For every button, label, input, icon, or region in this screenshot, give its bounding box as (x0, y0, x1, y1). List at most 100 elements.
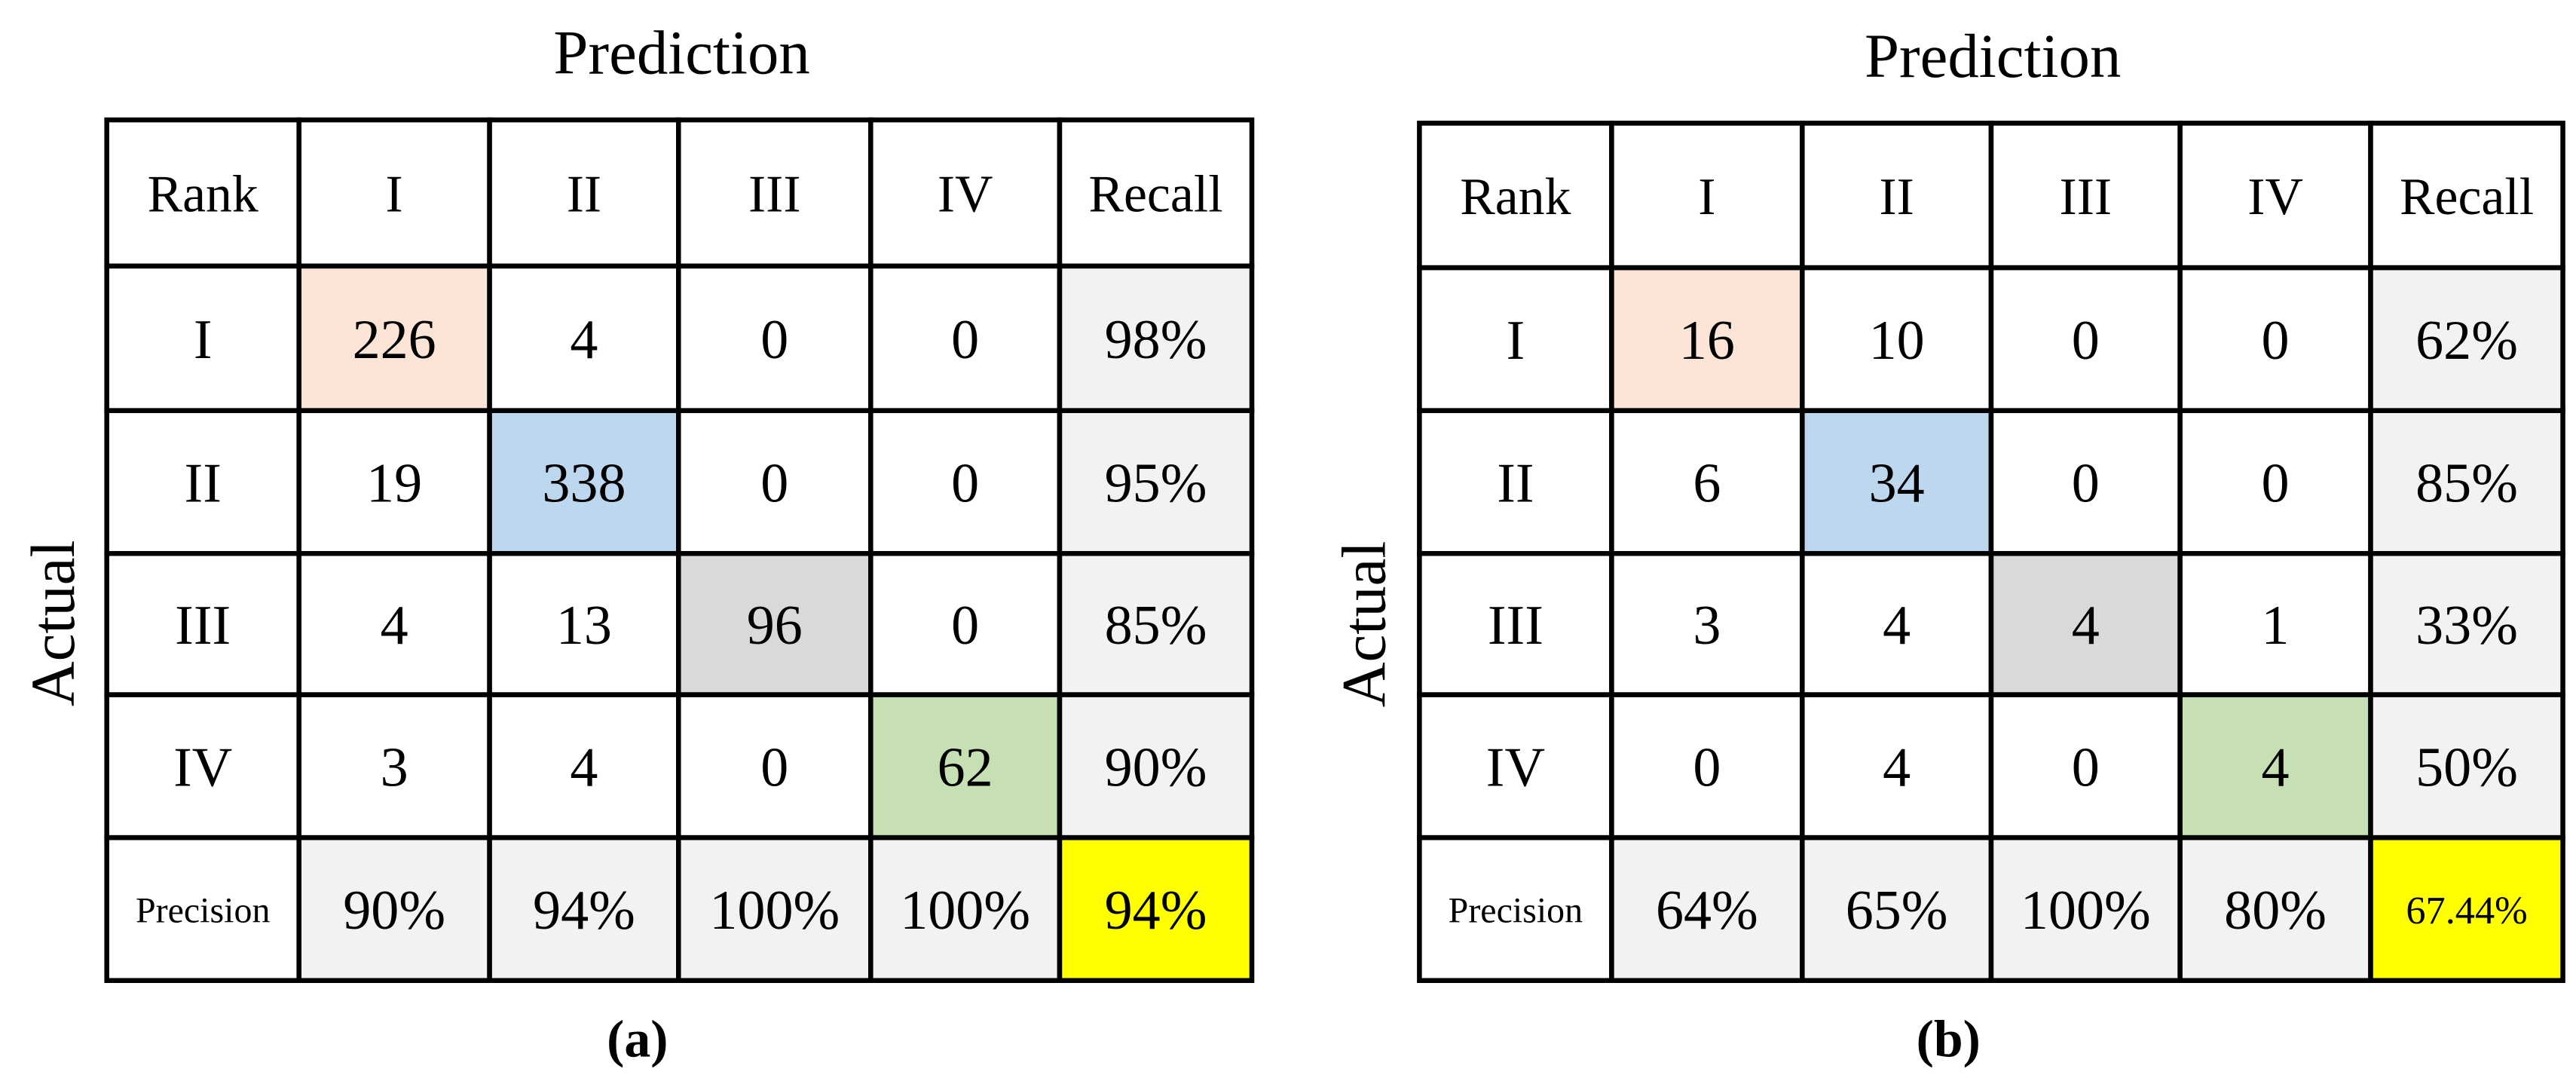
cell (2177, 550, 2373, 697)
cell-value: 0 (760, 309, 788, 371)
cell (296, 408, 492, 556)
cell (1417, 121, 1614, 271)
cell-value: 0 (2072, 453, 2100, 515)
cell-value: 65% (1846, 880, 1948, 942)
cell (1609, 834, 1805, 984)
cell (1057, 692, 1255, 841)
cell (2368, 692, 2565, 841)
cell (1800, 834, 1994, 984)
cell-value: 0 (1693, 737, 1721, 799)
cell-value: 0 (2072, 310, 2100, 372)
cell (676, 550, 873, 697)
cell-value: 16 (1679, 310, 1735, 372)
row-header: Precision (1449, 891, 1583, 931)
cell-value: 90% (1105, 737, 1207, 799)
cell-value: 94% (533, 880, 635, 942)
cell-value: 64% (1656, 880, 1758, 942)
cell (487, 550, 681, 697)
cell-value: 100% (709, 880, 840, 942)
column-header: II (567, 166, 601, 224)
cell (296, 263, 492, 413)
cell-value: 0 (951, 309, 979, 371)
cell-value: 62 (938, 737, 993, 799)
cell-value: 338 (542, 453, 626, 515)
row-header: II (185, 453, 222, 515)
cell (1057, 834, 1255, 984)
cell (1800, 265, 1994, 413)
cell (296, 117, 492, 269)
cell (1609, 408, 1805, 556)
cell-value: 4 (1883, 737, 1911, 799)
cell (676, 263, 873, 413)
row-header: IV (1486, 737, 1545, 799)
column-header: IV (2247, 168, 2303, 226)
cell (676, 408, 873, 556)
header: Prediction (1865, 21, 2121, 90)
side-label: Actual (18, 540, 87, 707)
cell (1417, 834, 1614, 984)
column-header: II (1879, 168, 1914, 226)
cell-value: 4 (570, 737, 598, 799)
cell-value: 34 (1869, 453, 1925, 515)
cell-value: 3 (381, 737, 408, 799)
column-header: Recall (2400, 168, 2534, 226)
cell-value: 80% (2224, 880, 2327, 942)
column-header: IV (938, 166, 993, 224)
cell-value: 67.44% (2406, 889, 2527, 932)
cell (2368, 121, 2565, 271)
caption: (b) (1917, 1011, 1981, 1069)
cell-value: 100% (2021, 880, 2151, 942)
cell-value: 0 (951, 595, 979, 657)
cell (2368, 408, 2565, 556)
cell-value: 4 (2072, 595, 2100, 657)
cell (1800, 408, 1994, 556)
cell (1417, 692, 1614, 841)
header: Prediction (553, 18, 809, 87)
caption: (a) (607, 1011, 668, 1069)
cell (1988, 265, 2183, 413)
column-header: Rank (1460, 168, 1571, 226)
row-header: IV (173, 737, 232, 799)
cell (1057, 408, 1255, 556)
cell-value: 100% (900, 880, 1030, 942)
row-header: Precision (136, 891, 270, 931)
cell (1057, 550, 1255, 697)
cell-value: 62% (2415, 310, 2518, 372)
cell-value: 0 (2262, 453, 2290, 515)
column-header: I (386, 166, 403, 224)
cell (676, 834, 873, 984)
cell-value: 0 (760, 737, 788, 799)
cell (1057, 117, 1255, 269)
cell (2177, 408, 2373, 556)
cell (1609, 550, 1805, 697)
cell-value: 226 (353, 309, 436, 371)
cell-value: 10 (1869, 310, 1925, 372)
cell-value: 6 (1693, 453, 1721, 515)
cell-value: 0 (951, 453, 979, 515)
column-header: III (2059, 168, 2112, 226)
column-header: Recall (1088, 166, 1222, 224)
cell (868, 834, 1063, 984)
cell-value: 85% (2415, 453, 2518, 515)
cell-value: 13 (556, 595, 612, 657)
cell (1417, 550, 1614, 697)
cell (104, 834, 302, 984)
cell-value: 4 (1883, 595, 1911, 657)
cell (2177, 265, 2373, 413)
cell-value: 33% (2415, 595, 2518, 657)
cell-value: 98% (1105, 309, 1207, 371)
cell-value: 4 (570, 309, 598, 371)
row-header: I (194, 309, 213, 371)
cell (1417, 408, 1614, 556)
cell-value: 85% (1105, 595, 1207, 657)
cell-value: 90% (343, 880, 445, 942)
cell-value: 1 (2262, 595, 2290, 657)
cell (296, 550, 492, 697)
cell-value: 94% (1105, 880, 1207, 942)
cell-value: 0 (760, 453, 788, 515)
cell-value: 0 (2262, 310, 2290, 372)
cell (868, 550, 1063, 697)
column-header: III (748, 166, 801, 224)
